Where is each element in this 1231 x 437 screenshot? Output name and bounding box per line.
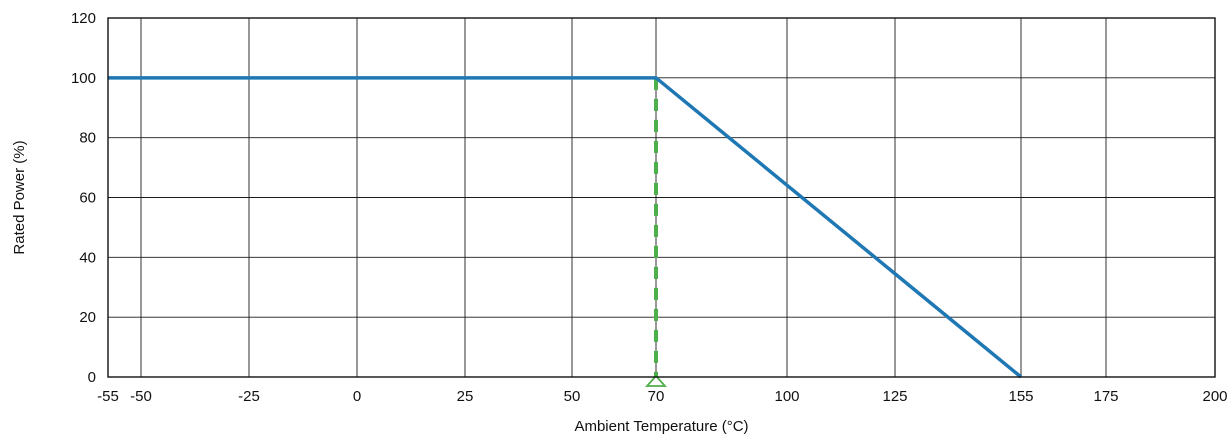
y-axis-label: Rated Power (%) — [11, 140, 28, 254]
y-tick-label: 100 — [71, 70, 96, 87]
y-tick-label: 120 — [71, 10, 96, 27]
x-tick-label: 100 — [774, 388, 799, 405]
x-tick-label: 200 — [1202, 388, 1227, 405]
x-tick-label: 155 — [1008, 388, 1033, 405]
series-layer — [108, 76, 1023, 379]
y-tick-label: 20 — [79, 309, 96, 326]
x-tick-label: 175 — [1093, 388, 1118, 405]
y-axis-ticks: 0 20 40 60 80 100 120 — [71, 10, 96, 386]
x-tick-label: 50 — [564, 388, 581, 405]
y-tick-label: 60 — [79, 190, 96, 207]
x-tick-label: 70 — [648, 388, 665, 405]
annotation-layer — [644, 77, 668, 387]
x-axis-ticks: -55 -50 -25 0 25 50 70 100 125 155 175 200 — [97, 388, 1227, 405]
plot-area-frame — [107, 17, 1216, 378]
derating-knee-marker — [644, 374, 668, 387]
x-tick-label: 125 — [882, 388, 907, 405]
derating-curve — [108, 76, 1023, 379]
y-tick-label: 40 — [79, 249, 96, 266]
x-tick-label: 25 — [457, 388, 474, 405]
x-tick-label: -50 — [130, 388, 152, 405]
x-tick-label: -55 — [97, 388, 119, 405]
x-axis-label: Ambient Temperature (°C) — [574, 418, 748, 435]
x-tick-label: 0 — [353, 388, 361, 405]
y-tick-label: 0 — [88, 369, 96, 386]
y-tick-label: 80 — [79, 130, 96, 147]
grid — [108, 18, 1215, 377]
x-tick-label: -25 — [238, 388, 260, 405]
